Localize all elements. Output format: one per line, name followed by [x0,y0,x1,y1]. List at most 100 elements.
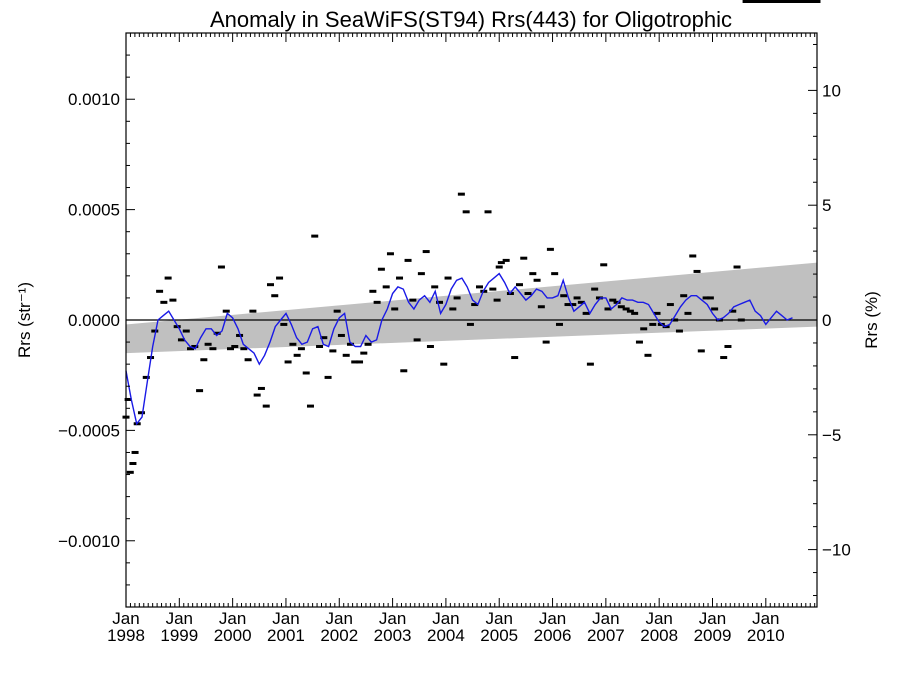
x-tick-label-year: 2000 [214,626,252,645]
x-tick-label-month: Jan [432,609,459,628]
x-tick-label-year: 2005 [480,626,518,645]
monthly-point [591,287,599,291]
monthly-point [396,276,404,280]
monthly-point [653,311,661,315]
monthly-point [800,0,808,3]
monthly-point [466,322,474,326]
monthly-point [311,234,319,238]
x-tick-label-year: 2006 [534,626,572,645]
monthly-point [177,338,185,342]
monthly-point [613,300,621,304]
monthly-point [737,318,745,322]
y-left-tick-label: −0.0010 [58,532,120,551]
x-tick-label-year: 2008 [640,626,678,645]
monthly-point [262,404,270,408]
monthly-point [471,303,479,307]
y-left-tick-label: 0.0000 [68,311,120,330]
monthly-point [769,0,777,3]
monthly-point [760,0,768,3]
x-tick-label-month: Jan [112,609,139,628]
x-tick-label-year: 2009 [694,626,732,645]
monthly-point [617,305,625,309]
x-tick-label-year: 2002 [320,626,358,645]
monthly-point [440,362,448,366]
monthly-point [191,344,199,348]
monthly-point [791,0,799,3]
monthly-point [200,358,208,362]
monthly-point [364,342,372,346]
monthly-point [702,296,710,300]
monthly-anomaly-points [122,0,821,474]
monthly-point [289,342,297,346]
monthly-point [751,0,759,3]
monthly-point [564,303,572,307]
monthly-point [373,300,381,304]
monthly-point [475,285,483,289]
x-tick-label-month: Jan [272,609,299,628]
monthly-point [755,0,763,3]
x-tick-label-year: 2010 [747,626,785,645]
monthly-point [777,0,785,3]
monthly-point [126,470,134,474]
monthly-point [266,283,274,287]
monthly-point [142,375,150,379]
x-tick-label-month: Jan [539,609,566,628]
monthly-point [813,0,821,3]
monthly-point [746,0,754,3]
monthly-point [413,338,421,342]
y-left-tick-label: −0.0005 [58,421,120,440]
smoothed-anomaly-series [125,272,793,426]
monthly-point [697,349,705,353]
monthly-point [204,342,212,346]
monthly-point [773,0,781,3]
monthly-point [520,256,528,260]
monthly-point [457,192,465,196]
monthly-point [569,303,577,307]
monthly-point [302,371,310,375]
monthly-point [680,294,688,298]
monthly-point [649,322,657,326]
monthly-point [284,360,292,364]
monthly-point [293,353,301,357]
monthly-point [786,0,794,3]
x-tick-label-year: 2007 [587,626,625,645]
monthly-point [631,311,639,315]
monthly-point [604,307,612,311]
monthly-point [497,261,505,265]
monthly-point [809,0,817,3]
monthly-point [196,389,204,393]
monthly-point [346,342,354,346]
monthly-point [804,0,812,3]
monthly-point [169,298,177,302]
monthly-point [675,329,683,333]
monthly-point [356,360,364,364]
x-tick-label-month: Jan [645,609,672,628]
monthly-point [391,307,399,311]
monthly-point [151,329,159,333]
monthly-point [426,344,434,348]
monthly-point [706,296,714,300]
monthly-point [626,309,634,313]
monthly-point [537,305,545,309]
monthly-point [546,247,554,251]
monthly-point [666,303,674,307]
x-tick-label-month: Jan [752,609,779,628]
monthly-point [271,294,279,298]
monthly-point [377,267,385,271]
monthly-point [462,210,470,214]
monthly-point [324,375,332,379]
monthly-point [164,276,172,280]
monthly-point [484,210,492,214]
monthly-point [156,289,164,293]
monthly-point [231,344,239,348]
x-tick-label-month: Jan [486,609,513,628]
monthly-point [453,296,461,300]
x-tick-label-year: 2004 [427,626,465,645]
trend-confidence-band [126,262,817,354]
monthly-point [217,265,225,269]
monthly-point [449,307,457,311]
monthly-point [524,292,532,296]
monthly-point [280,322,288,326]
monthly-point [542,340,550,344]
